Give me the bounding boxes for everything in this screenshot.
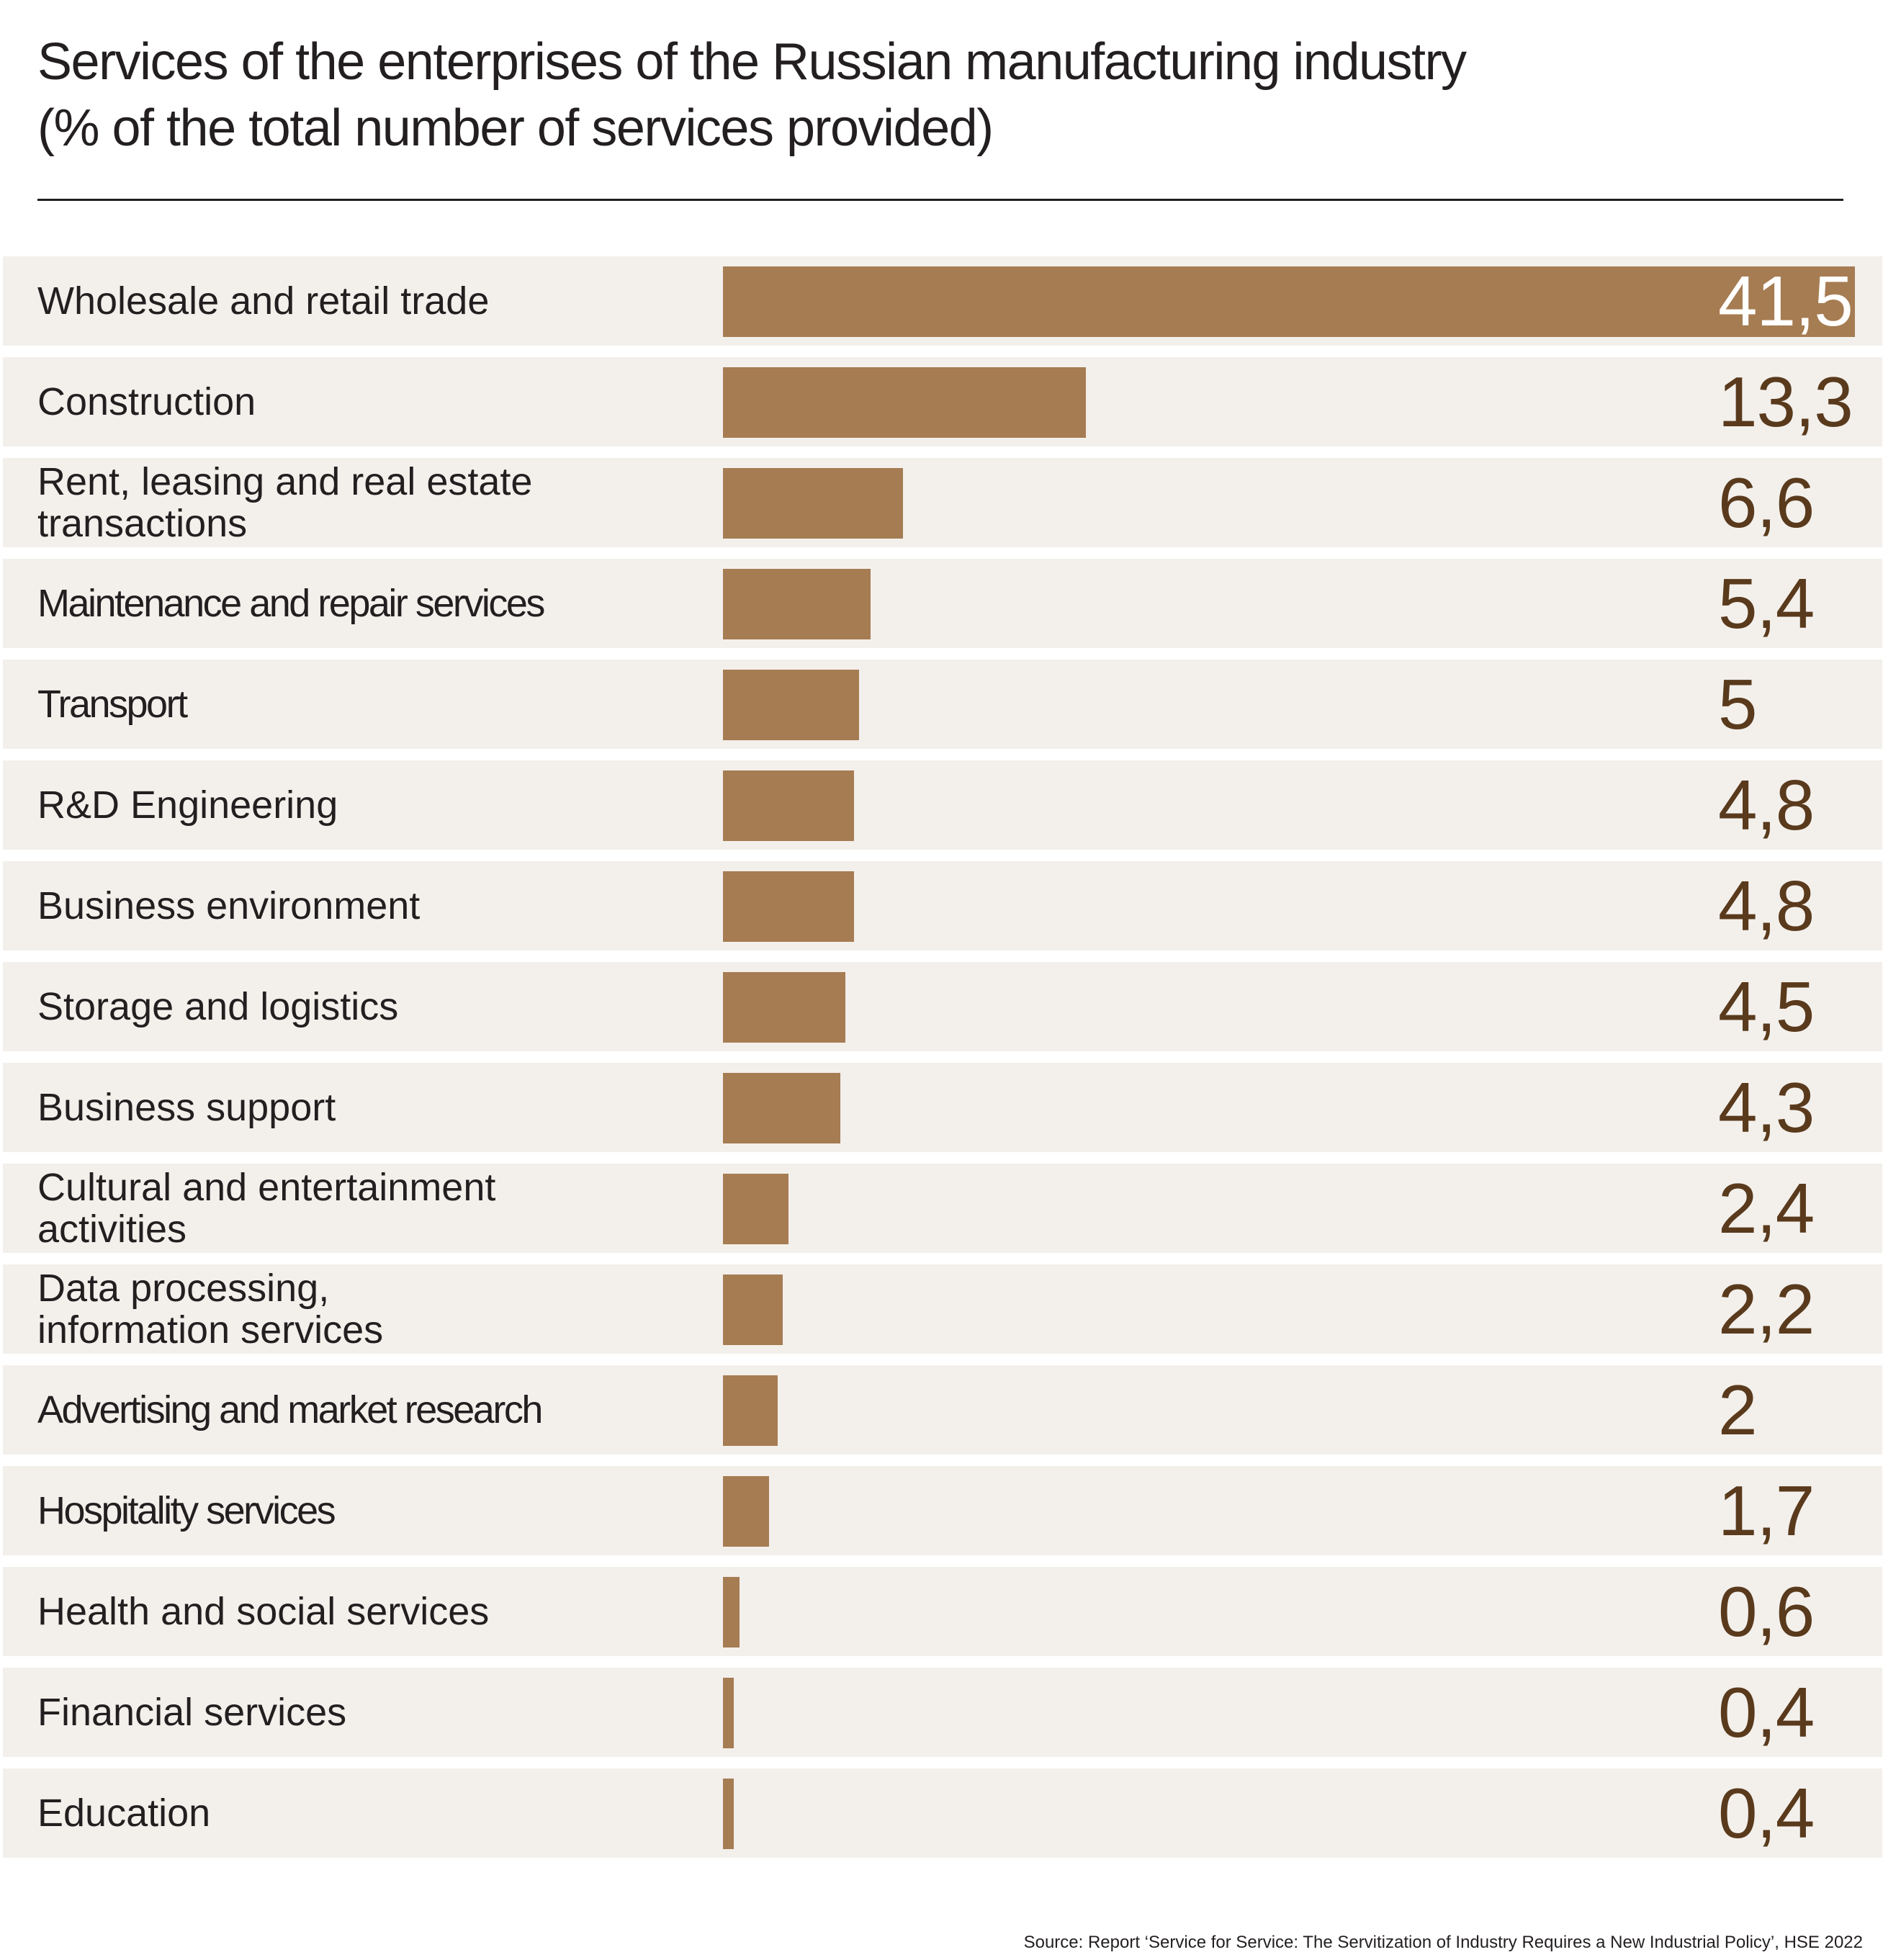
category-label: Cultural and entertainment activities [37, 1166, 496, 1251]
bar [723, 1476, 770, 1547]
data-label: 1,7 [1718, 1470, 1815, 1550]
category-label: Hospitality services [37, 1489, 336, 1532]
chart-row: Financial services 0,4 [3, 1668, 1882, 1757]
bar [723, 468, 903, 539]
data-label: 2 [1718, 1370, 1758, 1449]
chart-row: Business environment 4,8 [3, 861, 1882, 950]
category-label: Rent, leasing and real estate transactio… [37, 460, 533, 545]
chart-row: Maintenance and repair services 5,4 [3, 559, 1882, 648]
bar [723, 670, 860, 740]
category-label: Financial services [37, 1691, 347, 1734]
chart-row: R&D Engineering 4,8 [3, 760, 1882, 850]
bar [723, 1073, 840, 1143]
chart-row: Wholesale and retail trade 41,5 [3, 256, 1882, 346]
chart-row: Health and social services 0,6 [3, 1567, 1882, 1656]
chart-row: Education 0,4 [3, 1768, 1882, 1858]
chart-title-line-1: Services of the enterprises of the Russi… [37, 33, 1467, 91]
bar [723, 1375, 778, 1446]
chart-row: Data processing, information services 2,2 [3, 1264, 1882, 1354]
data-label: 5,4 [1718, 563, 1815, 643]
bar [723, 871, 854, 942]
data-label: 0,4 [1718, 1672, 1815, 1752]
source-note: Source: Report ‘Service for Service: The… [1023, 1933, 1863, 1952]
category-label: Business environment [37, 884, 421, 927]
title-divider [37, 199, 1843, 201]
category-label: Construction [37, 380, 256, 423]
data-label: 4,5 [1718, 966, 1815, 1046]
chart-row: Construction 13,3 [3, 357, 1882, 446]
bar [723, 770, 854, 841]
data-label: 0,6 [1718, 1571, 1815, 1651]
chart-row: Hospitality services 1,7 [3, 1466, 1882, 1555]
category-label: Education [37, 1792, 211, 1835]
data-label: 2,4 [1718, 1168, 1815, 1248]
chart-row: Cultural and entertainment activities 2,4 [3, 1164, 1882, 1253]
data-label: 41,5 [1718, 261, 1853, 341]
category-label: Business support [37, 1086, 336, 1129]
bar [723, 266, 1855, 337]
category-label: Data processing, information services [37, 1267, 384, 1352]
bar [723, 1577, 740, 1647]
bar [723, 1779, 734, 1849]
category-label: Advertising and market research [37, 1388, 543, 1431]
category-label: Health and social services [37, 1590, 490, 1633]
category-label: Transport [37, 683, 188, 726]
chart-title: Services of the enterprises of the Russi… [37, 29, 1838, 161]
data-label: 2,2 [1718, 1269, 1815, 1349]
chart-row: Transport 5 [3, 660, 1882, 749]
chart-row: Rent, leasing and real estate transactio… [3, 458, 1882, 547]
category-label: Wholesale and retail trade [37, 279, 490, 323]
bar [723, 367, 1086, 438]
category-label: R&D Engineering [37, 783, 338, 827]
chart-row: Business support 4,3 [3, 1063, 1882, 1152]
data-label: 4,3 [1718, 1067, 1815, 1147]
data-label: 5 [1718, 664, 1758, 744]
bar [723, 1275, 783, 1345]
category-label: Storage and logistics [37, 985, 399, 1028]
bar [723, 972, 846, 1043]
bar [723, 1174, 788, 1244]
data-label: 0,4 [1718, 1773, 1815, 1853]
data-label: 4,8 [1718, 866, 1815, 945]
category-label: Maintenance and repair services [37, 582, 545, 625]
bar [723, 1678, 734, 1748]
chart-row: Storage and logistics 4,5 [3, 962, 1882, 1051]
data-label: 13,3 [1718, 361, 1853, 441]
chart-title-line-2: (% of the total number of services provi… [37, 99, 994, 157]
data-label: 6,6 [1718, 462, 1815, 542]
chart-row: Advertising and market research 2 [3, 1365, 1882, 1455]
bar [723, 569, 871, 639]
data-label: 4,8 [1718, 765, 1815, 845]
